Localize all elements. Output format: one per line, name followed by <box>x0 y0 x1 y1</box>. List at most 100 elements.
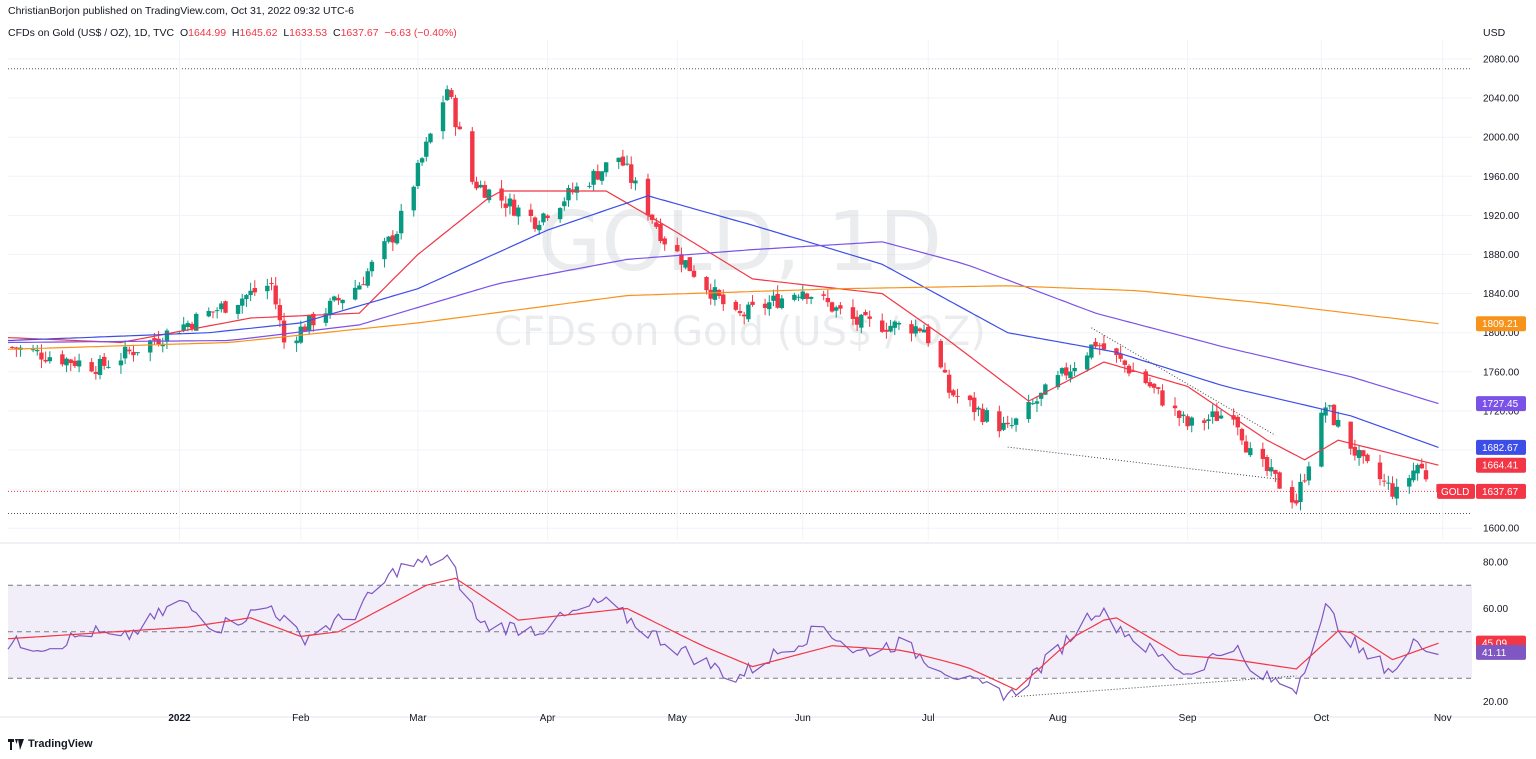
candle-body <box>181 324 186 332</box>
trendline[interactable] <box>1007 446 1280 480</box>
candle-body <box>771 295 776 301</box>
candle-body <box>102 356 107 366</box>
candle-body <box>712 287 718 300</box>
candle-body <box>1151 383 1157 388</box>
candle-body <box>917 328 923 332</box>
candle-body <box>1210 411 1215 418</box>
candle-body <box>415 162 421 187</box>
trendline[interactable] <box>1091 327 1276 436</box>
price-badge-text: 1682.67 <box>1482 443 1519 454</box>
candle-body <box>185 323 191 327</box>
candle-body <box>419 158 425 163</box>
currency-label: USD <box>1483 27 1506 39</box>
candle-body <box>235 304 241 314</box>
candle-body <box>1365 454 1370 462</box>
price-tick-label: 1800.00 <box>1483 328 1520 339</box>
candle-body <box>834 307 839 311</box>
tradingview-brand[interactable]: TradingView <box>8 738 93 750</box>
candle-body <box>1009 425 1015 427</box>
time-tick-label: Mar <box>409 713 427 724</box>
candle-body <box>1089 344 1094 358</box>
candle-body <box>424 141 429 157</box>
candle-body <box>35 349 40 352</box>
open-label: O <box>179 27 189 39</box>
candle-body <box>1386 482 1391 484</box>
candle-body <box>654 222 659 227</box>
candle-body <box>1306 466 1312 481</box>
candle-body <box>1001 422 1006 430</box>
candle-body <box>888 325 893 332</box>
price-badge-text: 41.11 <box>1482 648 1507 659</box>
candle-body <box>440 102 446 132</box>
brand-text: TradingView <box>28 738 93 750</box>
price-tick-label: 1960.00 <box>1483 172 1520 183</box>
candle-body <box>1273 469 1278 474</box>
candle-body <box>591 170 596 185</box>
candle-body <box>804 293 810 299</box>
candle-body <box>14 347 19 350</box>
time-tick-label: Aug <box>1049 713 1067 724</box>
candle-body <box>302 326 308 332</box>
candle-body <box>474 181 479 189</box>
candle-body <box>1335 419 1341 427</box>
candle-body <box>566 187 571 201</box>
candle-body <box>997 411 1002 432</box>
candle-body <box>616 157 621 163</box>
candle-body <box>662 238 667 245</box>
ema100-line <box>7 241 1439 405</box>
candle-body <box>1038 392 1044 399</box>
candle-body <box>955 395 960 397</box>
candle-body <box>800 291 805 300</box>
candle-body <box>386 236 391 242</box>
candle-body <box>1043 384 1048 395</box>
candle-body <box>938 341 943 368</box>
candle-body <box>394 234 400 244</box>
symbol-name[interactable]: CFDs on Gold (US$ / OZ), 1D, TVC <box>8 27 175 39</box>
price-badge <box>1476 439 1526 455</box>
candle-body <box>587 185 592 187</box>
candle-body <box>859 314 864 328</box>
candle-body <box>562 201 567 207</box>
candle-body <box>926 326 931 344</box>
candle-body <box>1147 382 1153 387</box>
candle-body <box>135 352 140 354</box>
symbol-legend: CFDs on Gold (US$ / OZ), 1D, TVC O1644.9… <box>8 27 457 39</box>
candle-body <box>691 270 697 277</box>
rsi-line <box>7 554 1439 702</box>
candle-body <box>1084 355 1090 370</box>
candle-body <box>340 299 345 304</box>
candle-body <box>1005 422 1010 425</box>
candle-body <box>97 358 103 375</box>
open-value: 1644.99 <box>188 27 227 39</box>
close-value: 1637.67 <box>340 27 379 39</box>
rsi-trendline[interactable] <box>1011 675 1297 698</box>
candle-body <box>72 360 78 366</box>
candle-body <box>1130 371 1136 373</box>
time-tick-label: Oct <box>1314 713 1330 724</box>
candle-body <box>921 329 927 333</box>
candle-body <box>1064 367 1069 376</box>
candle-body <box>369 261 375 272</box>
candle-body <box>528 209 534 216</box>
candle-body <box>1423 470 1429 480</box>
tradingview-logo-icon <box>8 738 24 750</box>
candle-body <box>269 282 274 284</box>
candle-body <box>428 133 433 143</box>
candle-body <box>1294 500 1299 504</box>
watermark-ticker: GOLD, 1D <box>538 195 942 290</box>
candle-body <box>365 271 370 286</box>
candle-body <box>645 178 651 216</box>
candle-body <box>1122 360 1128 365</box>
candle-body <box>796 296 801 298</box>
candle-body <box>532 217 538 229</box>
candle-body <box>1302 480 1307 482</box>
price-tick-label: 2080.00 <box>1483 55 1520 66</box>
high-value: 1645.62 <box>239 27 278 39</box>
candle-body <box>1394 486 1399 499</box>
candle-body <box>946 374 952 393</box>
candle-body <box>1407 478 1412 487</box>
candle-body <box>1055 375 1061 388</box>
candle-body <box>152 338 157 341</box>
candle-body <box>679 254 684 265</box>
